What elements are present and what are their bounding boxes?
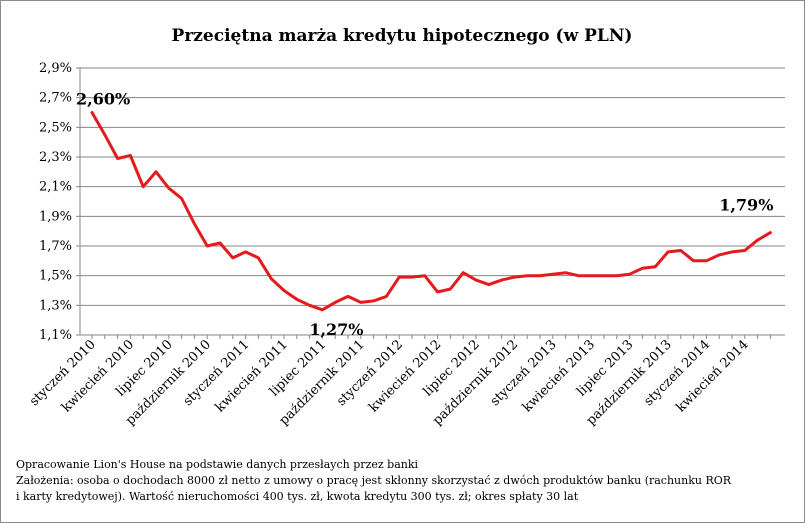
y-tick-label: 1,7% (39, 239, 72, 254)
y-tick-label: 2,9% (39, 61, 72, 76)
line-chart: Przeciętna marża kredytu hipotecznego (w… (27, 26, 785, 428)
data-label: 1,79% (719, 196, 773, 215)
assumptions-line-2: i karty kredytowej). Wartość nieruchomoś… (16, 490, 579, 503)
y-tick-label: 2,5% (39, 120, 72, 135)
y-tick-label: 1,3% (39, 298, 72, 313)
gridlines (80, 67, 785, 336)
assumptions-line-1: Założenia: osoba o dochodach 8000 zł net… (16, 474, 732, 487)
source-note: Opracowanie Lion's House na podstawie da… (16, 458, 419, 471)
y-tick-label: 1,1% (39, 328, 72, 343)
chart-title: Przeciętna marża kredytu hipotecznego (w… (172, 26, 633, 46)
y-tick-label: 2,1% (39, 180, 72, 195)
y-tick-label: 2,3% (39, 150, 72, 165)
series-layer (90, 111, 772, 312)
y-tick-label: 2,7% (39, 91, 72, 106)
annotations: 2,60% 1,27% 1,79% (76, 90, 773, 339)
y-tick-label: 1,5% (39, 269, 72, 284)
data-label: 2,60% (76, 90, 130, 109)
series-line (90, 111, 772, 312)
x-tick-label: kwiecień 2014 (673, 337, 751, 415)
data-label: 1,27% (309, 320, 363, 339)
y-axis: 1,1% 1,3% 1,5% 1,7% 1,9% 2,1% 2,3% 2,5% 2,7% 2,9% (39, 61, 81, 343)
y-tick-label: 1,9% (39, 209, 72, 224)
x-tick-label: styczeń 2010 (27, 337, 99, 409)
